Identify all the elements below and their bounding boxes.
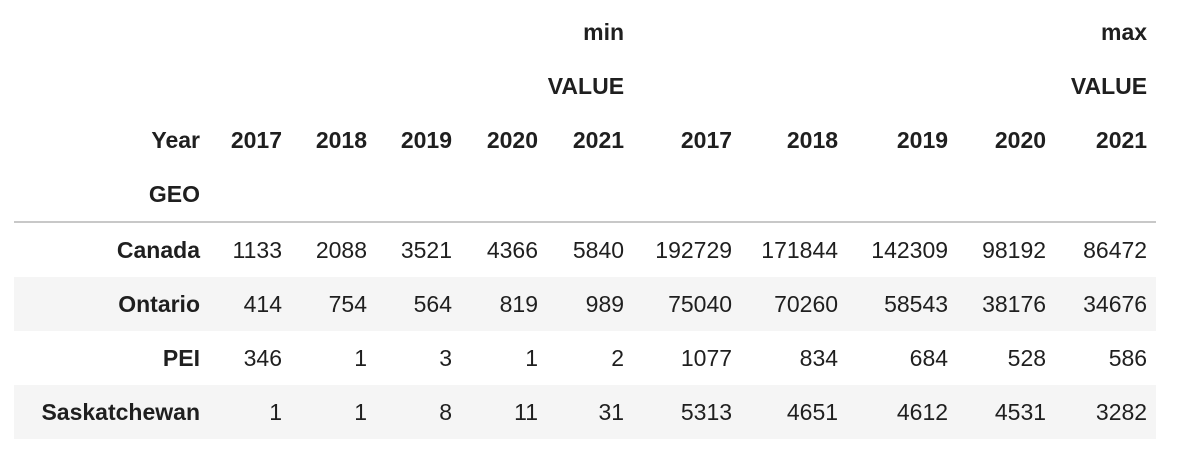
header-row-measure: VALUE VALUE	[14, 59, 1156, 113]
table-cell: 989	[585, 291, 625, 317]
row-label: PEI	[162, 345, 200, 371]
table-cell: 192729	[655, 237, 733, 263]
column-header-year: 2020	[486, 127, 538, 153]
table-cell: 528	[1007, 345, 1047, 371]
table-cell: 1077	[680, 345, 733, 371]
column-header-measure: VALUE	[547, 73, 625, 99]
header-blank	[209, 167, 1156, 222]
table-row: Canada 1133 2088 3521 4366 5840 192729 1…	[14, 222, 1156, 277]
column-header-year: 2018	[315, 127, 367, 153]
column-header-year: 2017	[230, 127, 282, 153]
column-header-stat: min	[583, 19, 625, 45]
header-row-index: GEO	[14, 167, 1157, 222]
column-header-year: 2019	[400, 127, 452, 153]
table-cell: 5313	[680, 399, 733, 425]
column-header-year: 2019	[896, 127, 949, 153]
table-header: min max VALUE VALUE Year 2017 2018 2019 …	[14, 5, 1157, 222]
table-row: PEI 346 1 3 1 2 1077 834 684 528 586	[14, 331, 1156, 385]
header-row-stat: min max	[14, 5, 1156, 59]
table-cell: 1	[354, 345, 367, 371]
table-cell: 38176	[982, 291, 1047, 317]
table-cell: 171844	[761, 237, 839, 263]
table-cell: 834	[799, 345, 839, 371]
table-cell: 31	[598, 399, 625, 425]
table-cell: 142309	[871, 237, 949, 263]
table-cell: 11	[514, 399, 538, 425]
table-cell: 2	[611, 345, 625, 371]
row-label: Canada	[116, 237, 200, 263]
pivot-table: min max VALUE VALUE Year 2017 2018 2019 …	[14, 5, 1157, 439]
table-cell: 75040	[668, 291, 733, 317]
table-cell: 4612	[896, 399, 949, 425]
table-cell: 754	[328, 291, 367, 317]
index-name: GEO	[148, 181, 200, 207]
table-cell: 58543	[884, 291, 949, 317]
table-cell: 4366	[486, 237, 538, 263]
column-header-stat: max	[1101, 19, 1148, 45]
table-cell: 1133	[232, 237, 282, 263]
table-cell: 1	[269, 399, 282, 425]
table-cell: 1	[354, 399, 367, 425]
header-blank	[14, 59, 209, 113]
column-header-year: 2021	[572, 127, 625, 153]
table-row: Ontario 414 754 564 819 989 75040 70260 …	[14, 277, 1157, 331]
header-blank	[14, 5, 209, 59]
table-cell: 684	[909, 345, 949, 371]
column-header-year: 2020	[994, 127, 1047, 153]
row-label: Saskatchewan	[41, 399, 200, 425]
table-cell: 3282	[1095, 399, 1148, 425]
table-cell: 586	[1108, 345, 1148, 371]
table-cell: 346	[243, 345, 282, 371]
table-cell: 1	[525, 345, 538, 371]
column-header-year: 2021	[1095, 127, 1148, 153]
table-cell: 8	[439, 399, 452, 425]
column-axis-name: Year	[151, 127, 200, 153]
table-cell: 3521	[400, 237, 452, 263]
column-header-year: 2017	[680, 127, 733, 153]
table-cell: 2088	[315, 237, 367, 263]
table-cell: 98192	[982, 237, 1047, 263]
column-header-measure: VALUE	[1070, 73, 1148, 99]
header-row-year: Year 2017 2018 2019 2020 2021 2017 2018 …	[14, 113, 1156, 167]
table-cell: 5840	[572, 237, 625, 263]
table-cell: 3	[439, 345, 452, 371]
column-header-year: 2018	[786, 127, 839, 153]
table-cell: 70260	[774, 291, 839, 317]
table-cell: 4651	[786, 399, 839, 425]
table-cell: 86472	[1083, 237, 1148, 263]
table-cell: 4531	[994, 399, 1047, 425]
table-cell: 819	[499, 291, 538, 317]
table-cell: 414	[243, 291, 282, 317]
table-cell: 564	[413, 291, 452, 317]
table-row: Saskatchewan 1 1 8 11 31 5313 4651 4612 …	[14, 385, 1157, 439]
table-cell: 34676	[1083, 291, 1148, 317]
row-label: Ontario	[118, 291, 200, 317]
table-body: Canada 1133 2088 3521 4366 5840 192729 1…	[14, 222, 1157, 439]
